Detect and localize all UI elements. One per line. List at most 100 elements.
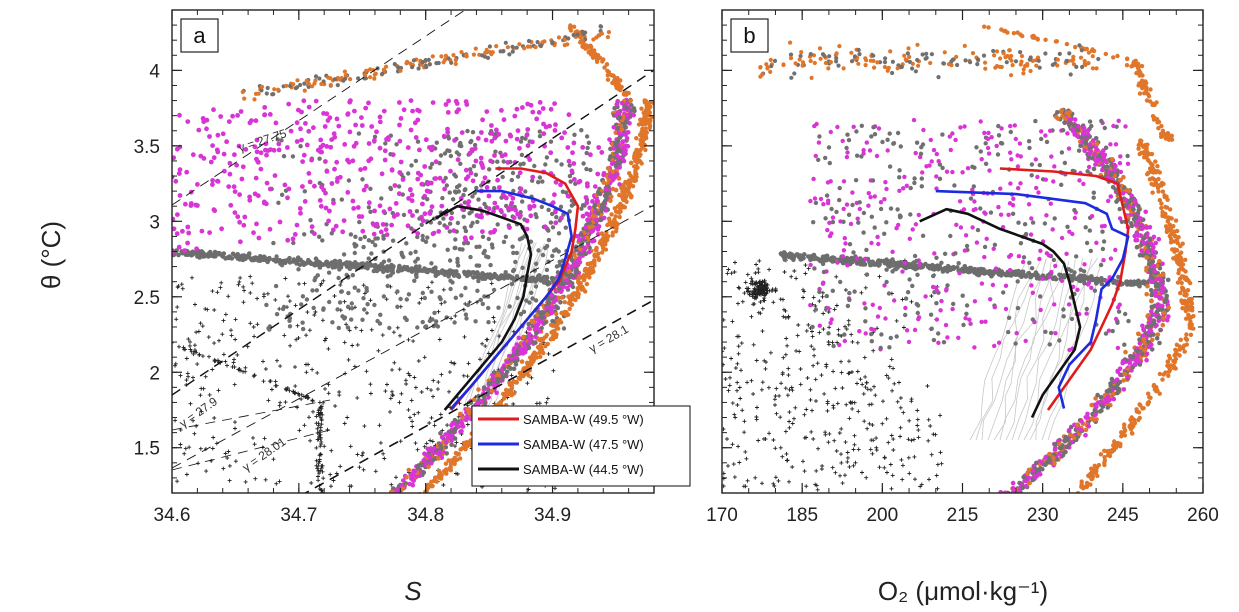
scatter-point-gray bbox=[387, 268, 393, 273]
scatter-point-cross bbox=[445, 423, 450, 428]
scatter-point-band bbox=[613, 163, 619, 168]
scatter-point-cross bbox=[846, 371, 851, 376]
scatter-point-cross bbox=[511, 329, 516, 334]
scatter-point-magenta bbox=[372, 208, 377, 214]
scatter-point-magenta bbox=[452, 138, 457, 143]
scatter-point-magenta bbox=[384, 232, 390, 238]
scatter-point-magenta bbox=[496, 131, 502, 137]
scatter-point-gray bbox=[459, 293, 464, 298]
panel-a-tag: a bbox=[180, 18, 219, 53]
scatter-point-cross bbox=[803, 271, 808, 276]
scatter-point-gray bbox=[550, 318, 555, 324]
panel-a-y-tick-label: 2.5 bbox=[134, 288, 160, 309]
scatter-point-cross bbox=[454, 471, 458, 476]
scatter-point-gray bbox=[470, 194, 475, 199]
scatter-point-cross bbox=[233, 420, 237, 425]
scatter-point-gray bbox=[581, 161, 586, 166]
scatter-point-cross bbox=[835, 340, 840, 345]
scatter-point-magenta bbox=[417, 147, 422, 153]
scatter-point-cross bbox=[900, 297, 905, 302]
scatter-point-magenta bbox=[332, 166, 337, 172]
scatter-point-magenta bbox=[195, 182, 200, 187]
scatter-point-orange bbox=[614, 226, 619, 231]
scatter-point-magenta bbox=[227, 171, 233, 177]
scatter-point-orange bbox=[606, 29, 612, 35]
scatter-point-cross bbox=[752, 296, 757, 301]
scatter-point-band bbox=[549, 293, 555, 298]
scatter-point-cross bbox=[191, 375, 195, 380]
scatter-point-magenta bbox=[345, 190, 351, 195]
scatter-point-cross bbox=[757, 290, 762, 295]
scatter-point-cross bbox=[297, 393, 301, 397]
scatter-point-cross bbox=[808, 387, 813, 392]
scatter-point-cross bbox=[180, 286, 185, 291]
scatter-point-band bbox=[534, 330, 539, 336]
scatter-point-gray bbox=[876, 263, 881, 268]
scatter-point-band bbox=[444, 451, 450, 456]
scatter-point-magenta bbox=[1037, 162, 1043, 168]
scatter-point-gray bbox=[461, 214, 466, 219]
scatter-point-orange bbox=[508, 387, 513, 393]
scatter-point-cross bbox=[887, 364, 892, 369]
scatter-point-band bbox=[577, 256, 582, 261]
scatter-point-magenta bbox=[571, 140, 577, 146]
scatter-point-gray bbox=[437, 161, 442, 166]
scatter-point-gray bbox=[381, 233, 386, 239]
scatter-point-orange bbox=[332, 77, 337, 82]
scatter-point-magenta bbox=[397, 170, 403, 175]
scatter-point-magenta bbox=[263, 141, 269, 147]
scatter-point-orange bbox=[530, 360, 535, 365]
scatter-point-magenta bbox=[948, 147, 953, 153]
scatter-point-gray bbox=[787, 252, 792, 257]
scatter-point-orange bbox=[592, 259, 597, 264]
scatter-point-orange bbox=[363, 76, 368, 81]
scatter-point-cross bbox=[225, 363, 229, 368]
scatter-point-magenta bbox=[879, 332, 884, 337]
scatter-point-gray bbox=[556, 231, 562, 236]
scatter-point-magenta bbox=[219, 226, 225, 232]
scatter-point-band bbox=[511, 366, 517, 372]
scatter-point-gray bbox=[533, 212, 538, 217]
scatter-point-gray bbox=[373, 236, 378, 241]
scatter-point-magenta bbox=[1092, 288, 1098, 293]
scatter-point-magenta bbox=[947, 134, 952, 139]
scatter-point-orange bbox=[443, 53, 448, 58]
scatter-point-magenta bbox=[366, 158, 372, 164]
scatter-point-band bbox=[589, 224, 595, 229]
scatter-point-orange bbox=[640, 126, 645, 132]
scatter-point-magenta bbox=[350, 158, 356, 164]
scatter-point-magenta bbox=[588, 152, 593, 158]
panel-a-y-tick-label: 3.5 bbox=[134, 137, 160, 158]
scatter-point-gray bbox=[230, 251, 236, 257]
scatter-point-band bbox=[400, 486, 405, 492]
scatter-point-magenta bbox=[448, 168, 453, 174]
scatter-point-cross bbox=[381, 451, 386, 456]
scatter-point-gray bbox=[280, 306, 286, 312]
scatter-point-magenta bbox=[313, 98, 319, 104]
scatter-point-magenta bbox=[177, 167, 183, 173]
scatter-point-magenta bbox=[441, 133, 447, 139]
isopycnal-line bbox=[172, 10, 466, 206]
scatter-point-gray bbox=[495, 159, 500, 164]
scatter-point-gray bbox=[480, 234, 486, 239]
scatter-point-magenta bbox=[492, 153, 497, 158]
scatter-point-cross bbox=[784, 451, 789, 456]
scatter-point-band bbox=[562, 281, 567, 286]
scatter-point-cross bbox=[736, 285, 741, 290]
scatter-point-band bbox=[443, 432, 448, 437]
legend-label-44-5: SAMBA-W (44.5 °W) bbox=[523, 462, 644, 477]
scatter-point-cross bbox=[390, 392, 395, 397]
scatter-point-gray bbox=[346, 290, 351, 296]
scatter-point-gray bbox=[362, 307, 367, 312]
scatter-point-cross bbox=[766, 385, 771, 390]
scatter-point-cross bbox=[901, 410, 906, 415]
scatter-point-cross bbox=[750, 279, 754, 284]
scatter-point-cross bbox=[898, 405, 903, 410]
scatter-point-cross bbox=[368, 382, 373, 387]
scatter-point-gray bbox=[519, 152, 525, 158]
scatter-point-gray bbox=[366, 238, 372, 243]
scatter-point-gray bbox=[486, 255, 491, 260]
scatter-point-gray bbox=[478, 297, 483, 303]
scatter-point-magenta bbox=[530, 174, 536, 180]
scatter-point-band bbox=[538, 318, 544, 324]
